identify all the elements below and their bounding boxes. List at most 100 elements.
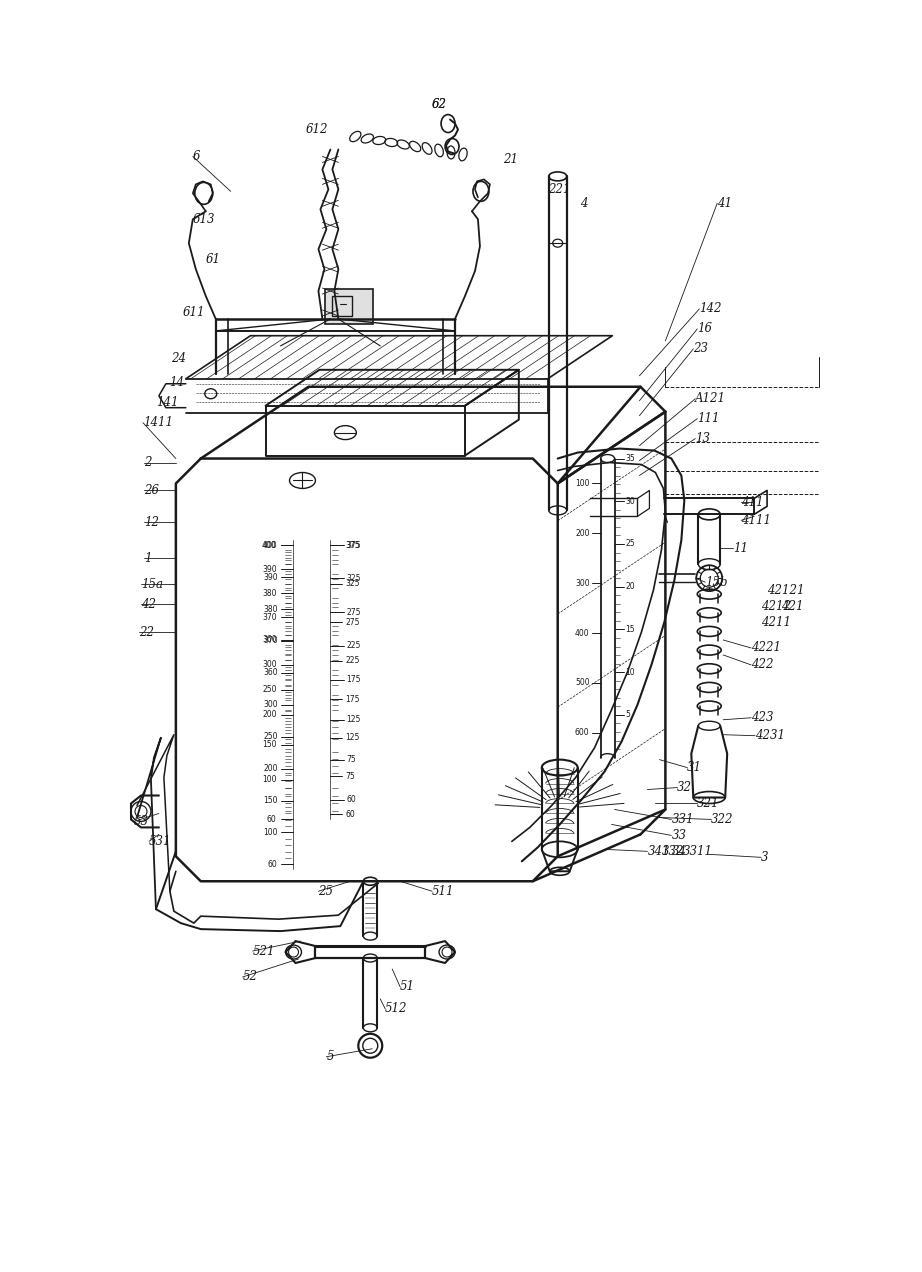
Text: 1: 1 <box>144 552 151 565</box>
Text: 421: 421 <box>781 599 804 613</box>
Text: 125: 125 <box>347 715 361 724</box>
Text: 175: 175 <box>346 695 360 703</box>
Text: 30: 30 <box>625 497 635 506</box>
Text: 34: 34 <box>671 845 686 857</box>
Text: 25: 25 <box>625 539 635 548</box>
Text: 5: 5 <box>326 1051 334 1063</box>
Text: 141: 141 <box>156 396 179 410</box>
Text: 322: 322 <box>711 813 734 826</box>
Text: 360: 360 <box>263 668 278 678</box>
Text: 100: 100 <box>262 775 277 784</box>
Text: 33: 33 <box>671 829 686 842</box>
Text: 321: 321 <box>697 798 720 810</box>
Text: 4231: 4231 <box>755 729 786 742</box>
Text: 360: 360 <box>262 636 277 645</box>
Text: 300: 300 <box>575 579 589 588</box>
Text: 200: 200 <box>262 710 277 719</box>
Text: 111: 111 <box>697 412 720 425</box>
Text: 41: 41 <box>717 197 732 210</box>
Text: 11: 11 <box>733 542 748 555</box>
Text: 100: 100 <box>263 828 278 837</box>
Text: 60: 60 <box>346 810 355 819</box>
Text: 275: 275 <box>347 608 361 617</box>
Text: 15: 15 <box>625 625 635 633</box>
Text: 422: 422 <box>751 659 774 672</box>
Text: 42121: 42121 <box>767 584 805 597</box>
Text: 24: 24 <box>171 352 186 365</box>
Text: 325: 325 <box>347 574 361 583</box>
Text: 10: 10 <box>625 668 635 677</box>
Text: 1411: 1411 <box>143 416 173 429</box>
Text: 31: 31 <box>687 761 703 775</box>
Text: 341: 341 <box>647 845 670 857</box>
Text: 100: 100 <box>575 480 589 488</box>
Text: 125: 125 <box>346 733 360 742</box>
Text: 600: 600 <box>575 728 589 738</box>
Text: 423: 423 <box>751 711 774 724</box>
Text: 35: 35 <box>625 454 635 463</box>
Text: 5: 5 <box>625 710 631 720</box>
Text: 142: 142 <box>699 303 722 315</box>
Text: 225: 225 <box>346 656 360 665</box>
Text: 390: 390 <box>263 572 278 581</box>
Text: 411: 411 <box>741 496 763 509</box>
Text: 42: 42 <box>141 598 156 611</box>
Bar <box>325 289 373 324</box>
Text: 15a: 15a <box>141 577 163 590</box>
Text: 225: 225 <box>347 641 361 650</box>
Text: 14: 14 <box>169 377 183 389</box>
Text: 3311: 3311 <box>683 845 714 857</box>
Text: 4: 4 <box>580 197 587 210</box>
Text: 300: 300 <box>262 660 277 669</box>
Text: 60: 60 <box>267 860 278 869</box>
Text: 62: 62 <box>432 98 447 111</box>
Text: 380: 380 <box>262 589 277 598</box>
Text: 6: 6 <box>193 150 200 163</box>
Text: 300: 300 <box>263 701 278 710</box>
Text: 250: 250 <box>263 733 278 742</box>
Text: 325: 325 <box>346 579 360 588</box>
Text: 200: 200 <box>263 764 278 773</box>
Text: 60: 60 <box>266 815 277 824</box>
Text: 150: 150 <box>262 740 277 749</box>
Text: 53: 53 <box>134 815 149 828</box>
Text: 22: 22 <box>139 626 154 639</box>
Text: 51: 51 <box>400 981 415 993</box>
Text: 23: 23 <box>693 342 708 355</box>
Text: 400: 400 <box>263 541 278 550</box>
Text: 500: 500 <box>575 678 589 687</box>
Text: 332: 332 <box>661 845 684 857</box>
Text: 531: 531 <box>149 834 171 848</box>
Text: 75: 75 <box>346 772 355 781</box>
Text: 60: 60 <box>347 795 356 804</box>
Text: 13: 13 <box>695 432 710 445</box>
Bar <box>333 296 352 315</box>
Text: 221: 221 <box>548 183 570 196</box>
Text: 612: 612 <box>305 123 328 136</box>
Text: 380: 380 <box>263 604 278 613</box>
Text: 150: 150 <box>263 796 278 805</box>
Text: 15b: 15b <box>705 576 727 589</box>
Text: 375: 375 <box>346 541 360 550</box>
Text: 61: 61 <box>206 253 220 266</box>
Text: 75: 75 <box>347 756 356 764</box>
Text: 25: 25 <box>318 885 334 898</box>
Text: 400: 400 <box>262 541 277 550</box>
Text: 375: 375 <box>347 541 361 550</box>
Text: 370: 370 <box>262 613 277 622</box>
Text: 511: 511 <box>432 885 455 898</box>
Text: 4212: 4212 <box>761 599 791 613</box>
Text: 275: 275 <box>346 618 360 627</box>
Text: 512: 512 <box>385 1002 408 1015</box>
Text: 4111: 4111 <box>741 514 771 527</box>
Text: 370: 370 <box>263 636 278 645</box>
Text: 331: 331 <box>671 813 694 826</box>
Text: 26: 26 <box>144 483 159 497</box>
Text: 390: 390 <box>262 565 277 574</box>
Text: 2: 2 <box>144 457 151 469</box>
Text: 250: 250 <box>262 686 277 695</box>
Text: 52: 52 <box>242 971 257 983</box>
Text: 400: 400 <box>575 628 589 637</box>
Text: 21: 21 <box>502 153 518 165</box>
Text: 32: 32 <box>678 781 692 794</box>
